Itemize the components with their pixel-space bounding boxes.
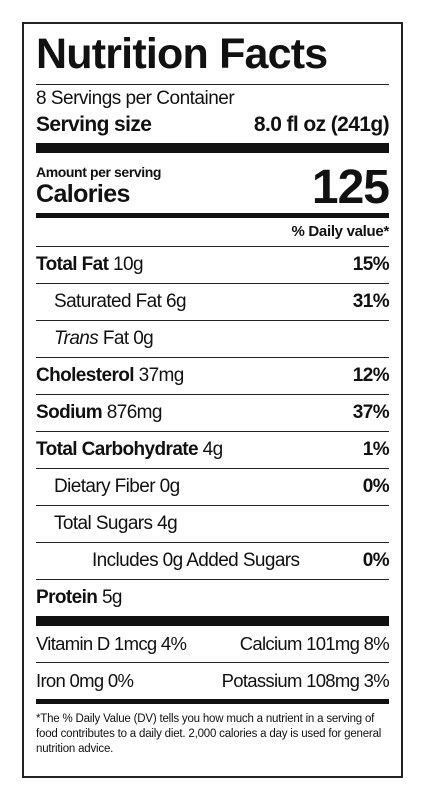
mineral-dv: 4% — [160, 633, 187, 654]
nutrient-dv: 12% — [352, 365, 390, 386]
calories-block: Amount per serving Calories 125 — [36, 153, 390, 214]
nutrient-name: Total Sugars — [54, 513, 153, 534]
label-body: Nutrition Facts 8 Servings per Container… — [36, 24, 390, 757]
nutrient-row: Total Carbohydrate 4g 1% — [36, 432, 390, 469]
nutrient-name: Total Fat — [36, 254, 109, 275]
nutrient-amount: 10g — [113, 254, 144, 275]
nutrient-amount: 5g — [101, 587, 123, 608]
mineral-dv: 3% — [363, 670, 390, 691]
nutrient-name: Saturated Fat — [54, 291, 162, 312]
mineral-dv: 0% — [107, 670, 134, 691]
title: Nutrition Facts — [36, 24, 389, 85]
calories-label: Calories — [36, 180, 130, 208]
servings: 8 Servings per Container — [36, 88, 235, 109]
nutrient: Protein 5g — [36, 580, 122, 616]
nutrient: Total Carbohydrate 4g — [36, 432, 223, 468]
nutrient-row: Includes 0g Added Sugars 0% — [36, 543, 390, 580]
nutrient-amount: 4g — [157, 513, 178, 534]
mineral-amount: 0mg — [69, 670, 105, 691]
divider — [36, 616, 389, 626]
nutrient-name: Includes 0g Added Sugars — [92, 550, 300, 571]
nutrient-amount: 0g — [159, 476, 181, 497]
mineral: Potassium 108mg 3% — [221, 663, 390, 699]
nutrient-name: Sodium — [36, 402, 103, 423]
nutrient-name: Dietary Fiber — [54, 476, 156, 497]
nutrient-name-italic: Trans — [54, 328, 99, 349]
nutrient-dv: 37% — [352, 402, 390, 423]
nutrient-amount: 6g — [166, 291, 187, 312]
nutrient-row: Total Fat 10g 15% — [36, 247, 390, 284]
nutrient-dv: 15% — [352, 254, 390, 275]
nutrient-name: Fat — [102, 328, 129, 349]
nutrient-dv: 1% — [362, 439, 390, 460]
nutrient-name: Cholesterol — [36, 365, 135, 386]
nutrient-dv: 0% — [362, 550, 390, 571]
nutrient-row: Total Sugars 4g — [36, 506, 389, 543]
nutrient-name: Total Carbohydrate — [36, 439, 199, 460]
nutrient-row: Saturated Fat 6g 31% — [36, 284, 390, 321]
mineral-name: Vitamin D — [36, 633, 110, 654]
mineral: Calcium 101mg 8% — [239, 626, 390, 662]
mineral-dv: 8% — [363, 633, 390, 654]
nutrient-row: Protein 5g — [36, 580, 389, 616]
nutrient-dv: 0% — [362, 476, 390, 497]
nutrient-amount: 37mg — [138, 365, 185, 386]
daily-value-header: % Daily value* — [36, 218, 389, 247]
amount-per-serving: Amount per serving — [36, 164, 162, 180]
nutrient: Dietary Fiber 0g — [54, 469, 180, 505]
divider — [36, 699, 389, 704]
mineral-row: Vitamin D 1mcg 4% Calcium 101mg 8% — [36, 626, 390, 663]
mineral-name: Iron — [36, 670, 66, 691]
nutrient: Saturated Fat 6g — [54, 284, 187, 320]
nutrient-row: Trans Fat 0g — [36, 321, 389, 358]
calories-value: 125 — [311, 161, 390, 214]
nutrition-label: Nutrition Facts 8 Servings per Container… — [22, 22, 403, 778]
divider — [36, 213, 389, 218]
nutrient: Total Fat 10g — [36, 247, 144, 283]
mineral-amount: 101mg — [306, 633, 360, 654]
calories-left: Amount per serving Calories — [36, 164, 161, 213]
mineral-amount: 108mg — [306, 670, 360, 691]
nutrient: Trans Fat 0g — [54, 321, 154, 357]
serving-size-value: 8.0 fl oz (241g) — [253, 113, 390, 136]
divider — [36, 143, 389, 153]
nutrient-row: Dietary Fiber 0g 0% — [36, 469, 390, 506]
nutrient-name: Protein — [36, 587, 98, 608]
serving-size-label: Serving size — [36, 113, 152, 136]
mineral-row: Iron 0mg 0% Potassium 108mg 3% — [36, 663, 390, 699]
nutrient-row: Sodium 876mg 37% — [36, 395, 390, 432]
mineral: Iron 0mg 0% — [36, 663, 134, 699]
nutrient-amount: 4g — [202, 439, 224, 460]
nutrient-row: Cholesterol 37mg 12% — [36, 358, 390, 395]
nutrient: Sodium 876mg — [36, 395, 162, 431]
nutrient: Cholesterol 37mg — [36, 358, 184, 394]
footnote: *The % Daily Value (DV) tells you how mu… — [36, 713, 382, 755]
mineral-name: Potassium — [221, 670, 303, 691]
mineral-amount: 1mcg — [114, 633, 157, 654]
nutrient-dv: 31% — [352, 291, 390, 312]
mineral: Vitamin D 1mcg 4% — [36, 626, 187, 662]
serving-size: Serving size 8.0 fl oz (241g) — [36, 109, 390, 143]
nutrient-amount: 876mg — [106, 402, 163, 423]
nutrient: Total Sugars 4g — [54, 506, 178, 542]
mineral-name: Calcium — [239, 633, 303, 654]
nutrient-amount: 0g — [133, 328, 154, 349]
